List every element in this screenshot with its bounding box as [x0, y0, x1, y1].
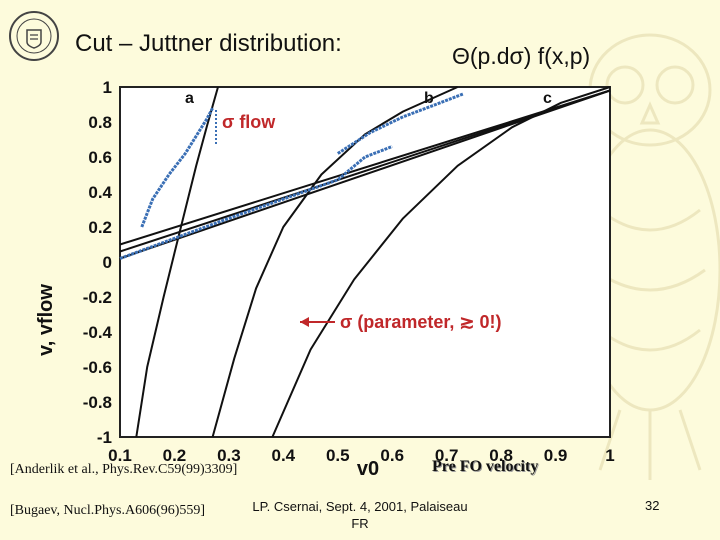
footer-line-2: FR	[351, 516, 369, 531]
owl-watermark-icon	[578, 33, 720, 480]
series-line-flow-a	[140, 107, 214, 228]
y-tick-label: -0.8	[83, 393, 112, 412]
x-tick-label: 0.3	[217, 446, 241, 465]
y-tick-label: -0.6	[83, 358, 112, 377]
x-caption: Pre FO velocity	[432, 458, 539, 475]
y-tick-label: -0.2	[83, 288, 112, 307]
curve-label-b: b	[424, 90, 434, 107]
sigma-flow-annotation: σ flow	[222, 112, 276, 132]
x-tick-label: 0.2	[163, 446, 187, 465]
curve-label-c: c	[543, 90, 552, 107]
page-number: 32	[645, 498, 660, 513]
footer-author: LP. Csernai, Sept. 4, 2001, Palaiseau FR	[250, 498, 470, 532]
reference-anderlik: [Anderlik et al., Phys.Rev.C59(99)3309]	[10, 462, 238, 477]
series-line-flow-mid	[119, 145, 393, 260]
y-tick-label: 0.6	[88, 148, 112, 167]
y-tick-label: 0.4	[88, 183, 112, 202]
y-axis-label: v, vflow	[35, 284, 57, 356]
series-line-b	[211, 86, 459, 438]
y-tick-label: 0.2	[88, 218, 112, 237]
series-line-line-3	[119, 89, 611, 246]
series-line-line-1	[119, 89, 611, 260]
x-tick-label: 0.1	[108, 446, 132, 465]
reference-bugaev: [Bugaev, Nucl.Phys.A606(96)559]	[10, 503, 206, 518]
y-tick-label: -1	[97, 428, 112, 447]
y-tick-label: -0.4	[83, 323, 113, 342]
slide-formula: Θ(p.dσ) f(x,p)	[452, 43, 591, 69]
x-tick-label: 0.5	[326, 446, 350, 465]
slide-title: Cut – Juttner distribution:	[75, 30, 342, 57]
x-tick-label: 0.6	[380, 446, 404, 465]
x-tick-label: 0.9	[544, 446, 568, 465]
y-tick-labels: -1 -0.8 -0.6 -0.4 -0.2 0 0.2 0.4 0.6 0.8 1	[83, 78, 113, 447]
sigma-parameter-annotation: σ (parameter, ≳ 0!)	[340, 312, 501, 332]
velocity-plot: -1-0.8-0.6-0.4-0.200.20.40.60.81 0.1 0.2 0…	[35, 78, 615, 480]
footer-line-1: LP. Csernai, Sept. 4, 2001, Palaiseau	[252, 499, 468, 514]
series-line-line-2	[119, 89, 611, 253]
series-line-flow-b	[336, 92, 464, 155]
x-tick-label: 1	[605, 446, 614, 465]
y-tick-label: 0.8	[88, 113, 112, 132]
y-tick-label: 1	[103, 78, 112, 97]
y-tick-label: 0	[103, 253, 112, 272]
sigma-arrow-head	[300, 317, 309, 327]
x-tick-label: 0.8	[489, 446, 513, 465]
x-tick-label: 0.7	[435, 446, 459, 465]
x-tick-label: 0.4	[272, 446, 296, 465]
series-line-c	[271, 86, 611, 438]
x-axis-label: v0	[357, 458, 379, 480]
university-seal-icon	[9, 11, 59, 61]
x-tick-labels: 0.1 0.2 0.3 0.4 0.5 0.6 0.7 0.8 0.9 1	[108, 446, 615, 465]
series-layer	[119, 86, 611, 438]
curve-label-a: a	[185, 90, 194, 107]
